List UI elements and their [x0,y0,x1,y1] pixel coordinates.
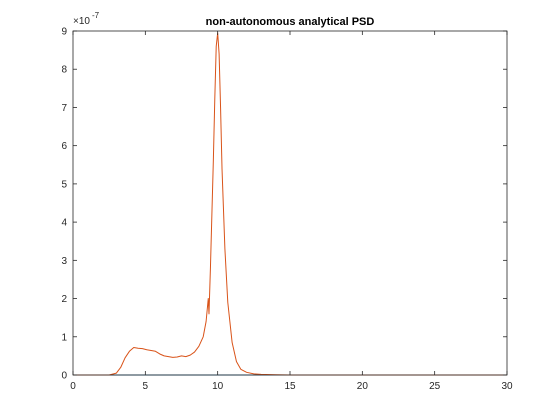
y-tick-label: 7 [61,103,67,114]
x-tick-label: 30 [501,381,513,392]
x-tick-label: 10 [212,381,224,392]
y-tick-label: 4 [61,218,67,229]
x-tick-label: 5 [143,381,149,392]
y-tick-label: 5 [61,179,67,190]
x-tick-label: 15 [284,381,296,392]
x-ticks: 0 5 10 15 20 25 30 [70,31,513,392]
y-tick-label: 2 [61,294,67,305]
plot-area [73,31,507,375]
series-line-2 [73,32,507,376]
y-scale-exponent: -7 [92,11,100,20]
x-tick-label: 0 [70,381,76,392]
y-scale-prefix: ×10 [73,16,90,27]
y-tick-label: 9 [61,27,67,38]
y-tick-label: 1 [61,332,67,343]
y-tick-label: 0 [61,371,67,382]
x-tick-label: 20 [357,381,369,392]
x-tick-label: 25 [429,381,441,392]
y-tick-label: 6 [61,141,67,152]
y-tick-label: 8 [61,65,67,76]
y-ticks: 0 1 2 3 4 5 6 7 8 9 [61,27,507,382]
y-tick-label: 3 [61,256,67,267]
chart-title: non-autonomous analytical PSD [206,16,375,28]
